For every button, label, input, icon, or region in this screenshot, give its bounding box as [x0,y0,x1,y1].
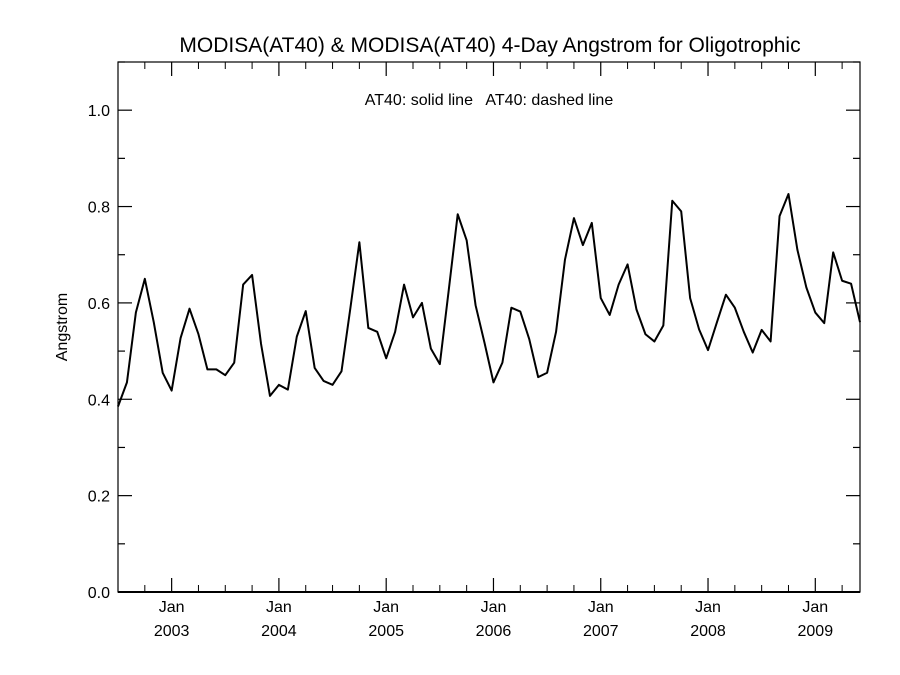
x-tick-label-month: Jan [481,599,507,616]
y-tick-label: 0.8 [88,200,110,217]
y-tick-label: 0.4 [88,392,110,409]
x-tick-label-month: Jan [373,599,399,616]
x-axis-ticks: Jan 2003 Jan 2004 Jan 2005 Jan 2006 Jan 2007 Jan 20… [117,62,843,640]
x-tick-label-month: Jan [588,599,614,616]
x-tick-label-year: 2006 [476,623,512,640]
x-tick-label-month: Jan [159,599,185,616]
y-tick-label: 0.2 [88,489,110,506]
x-tick-label-year: 2008 [690,623,726,640]
chart-title: MODISA(AT40) & MODISA(AT40) 4-Day Angstr… [179,34,800,57]
x-tick-label-month: Jan [266,599,292,616]
x-tick-label-year: 2007 [583,623,619,640]
y-tick-label: 0.6 [88,296,110,313]
x-tick-label-month: Jan [802,599,828,616]
y-tick-label: 1.0 [88,103,110,120]
x-tick-label-year: 2005 [368,623,404,640]
series-line-solid [117,193,861,407]
series-layer [117,193,861,407]
y-axis-ticks: 0.0 0.2 0.4 0.6 0.8 1.0 [88,61,860,602]
x-tick-label-year: 2003 [154,623,190,640]
series-annotation: AT40: solid line AT40: dashed line [365,92,614,109]
x-tick-label-year: 2004 [261,623,297,640]
y-axis-label: Angstrom [54,293,71,361]
y-tick-label: 0.0 [88,585,110,602]
plot-frame [117,61,861,593]
x-tick-label-year: 2009 [798,623,834,640]
x-tick-label-month: Jan [695,599,721,616]
